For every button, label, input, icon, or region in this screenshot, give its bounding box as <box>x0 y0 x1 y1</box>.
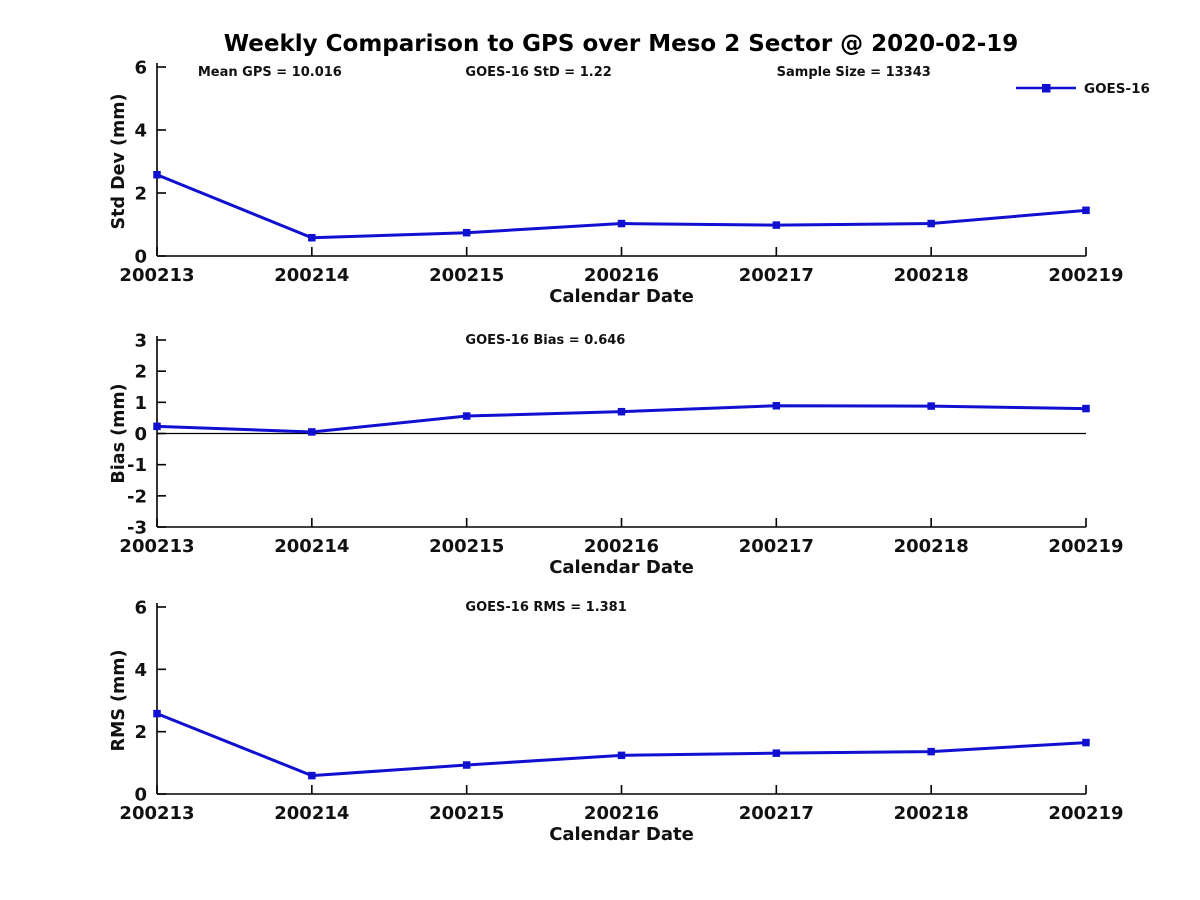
x-tick-label: 200219 <box>1048 536 1123 557</box>
x-tick-label: 200214 <box>274 803 349 824</box>
y-axis-label: Std Dev (mm) <box>109 94 129 230</box>
y-tick-label: -2 <box>127 486 147 507</box>
y-tick-label: 6 <box>134 598 147 619</box>
x-tick-label: 200213 <box>119 803 194 824</box>
y-tick-label: 3 <box>134 331 147 352</box>
y-tick-label: 0 <box>134 785 147 806</box>
x-tick-label: 200215 <box>429 265 504 286</box>
series-marker <box>772 749 781 757</box>
legend-label: GOES-16 <box>1084 81 1150 97</box>
series-marker <box>1082 404 1090 413</box>
series-marker <box>1082 738 1090 747</box>
x-tick-label: 200217 <box>739 536 814 557</box>
annotation: Mean GPS = 10.016 <box>198 65 342 80</box>
series-marker <box>462 412 471 420</box>
y-tick-label: -1 <box>127 455 147 476</box>
y-tick-label: 0 <box>134 424 147 445</box>
y-tick-label: 2 <box>134 362 147 383</box>
y-tick-label: 1 <box>134 393 147 414</box>
x-tick-label: 200216 <box>584 265 659 286</box>
x-tick-label: 200219 <box>1048 265 1123 286</box>
x-tick-label: 200213 <box>119 265 194 286</box>
annotation: GOES-16 RMS = 1.381 <box>465 600 626 615</box>
x-tick-label: 200219 <box>1048 803 1123 824</box>
series-marker <box>462 761 471 769</box>
y-axis-label: RMS (mm) <box>109 649 129 751</box>
series-marker <box>927 219 935 228</box>
series-marker <box>927 747 935 756</box>
x-tick-label: 200214 <box>274 265 349 286</box>
series-marker <box>153 422 161 431</box>
series-marker <box>772 402 781 410</box>
y-tick-label: 4 <box>134 660 147 681</box>
legend-marker <box>1042 84 1051 93</box>
y-tick-label: 4 <box>134 121 147 142</box>
y-tick-label: 2 <box>134 722 147 743</box>
series-marker <box>617 219 626 228</box>
series-marker <box>927 402 935 410</box>
annotation: GOES-16 Bias = 0.646 <box>465 333 625 348</box>
y-tick-label: 6 <box>134 58 147 79</box>
y-axis-label: Bias (mm) <box>109 383 129 483</box>
series-marker <box>1082 206 1090 215</box>
series-marker <box>617 407 626 416</box>
x-axis-label: Calendar Date <box>549 286 694 307</box>
y-tick-label: 2 <box>134 184 147 205</box>
x-tick-label: 200217 <box>739 265 814 286</box>
series-marker <box>153 709 161 718</box>
series-marker <box>308 233 316 242</box>
series-line <box>156 173 1087 240</box>
series-marker <box>617 751 626 760</box>
x-tick-label: 200216 <box>584 536 659 557</box>
y-tick-label: 0 <box>134 247 147 268</box>
annotation: GOES-16 StD = 1.22 <box>465 65 611 80</box>
x-tick-label: 200218 <box>894 265 969 286</box>
series-marker <box>462 228 471 237</box>
x-tick-label: 200214 <box>274 536 349 557</box>
series-marker <box>308 428 316 436</box>
x-tick-label: 200213 <box>119 536 194 557</box>
series-marker <box>153 170 161 179</box>
x-tick-label: 200218 <box>894 536 969 557</box>
x-tick-label: 200215 <box>429 803 504 824</box>
x-tick-label: 200215 <box>429 536 504 557</box>
x-tick-label: 200217 <box>739 803 814 824</box>
annotation: Sample Size = 13343 <box>777 65 931 80</box>
x-axis-label: Calendar Date <box>549 824 694 845</box>
x-axis-label: Calendar Date <box>549 557 694 578</box>
x-tick-label: 200218 <box>894 803 969 824</box>
series-marker <box>772 221 781 229</box>
figure-title: Weekly Comparison to GPS over Meso 2 Sec… <box>223 31 1019 57</box>
series-marker <box>308 771 316 780</box>
series-line <box>156 712 1087 778</box>
x-tick-label: 200216 <box>584 803 659 824</box>
y-tick-label: -3 <box>127 518 147 539</box>
